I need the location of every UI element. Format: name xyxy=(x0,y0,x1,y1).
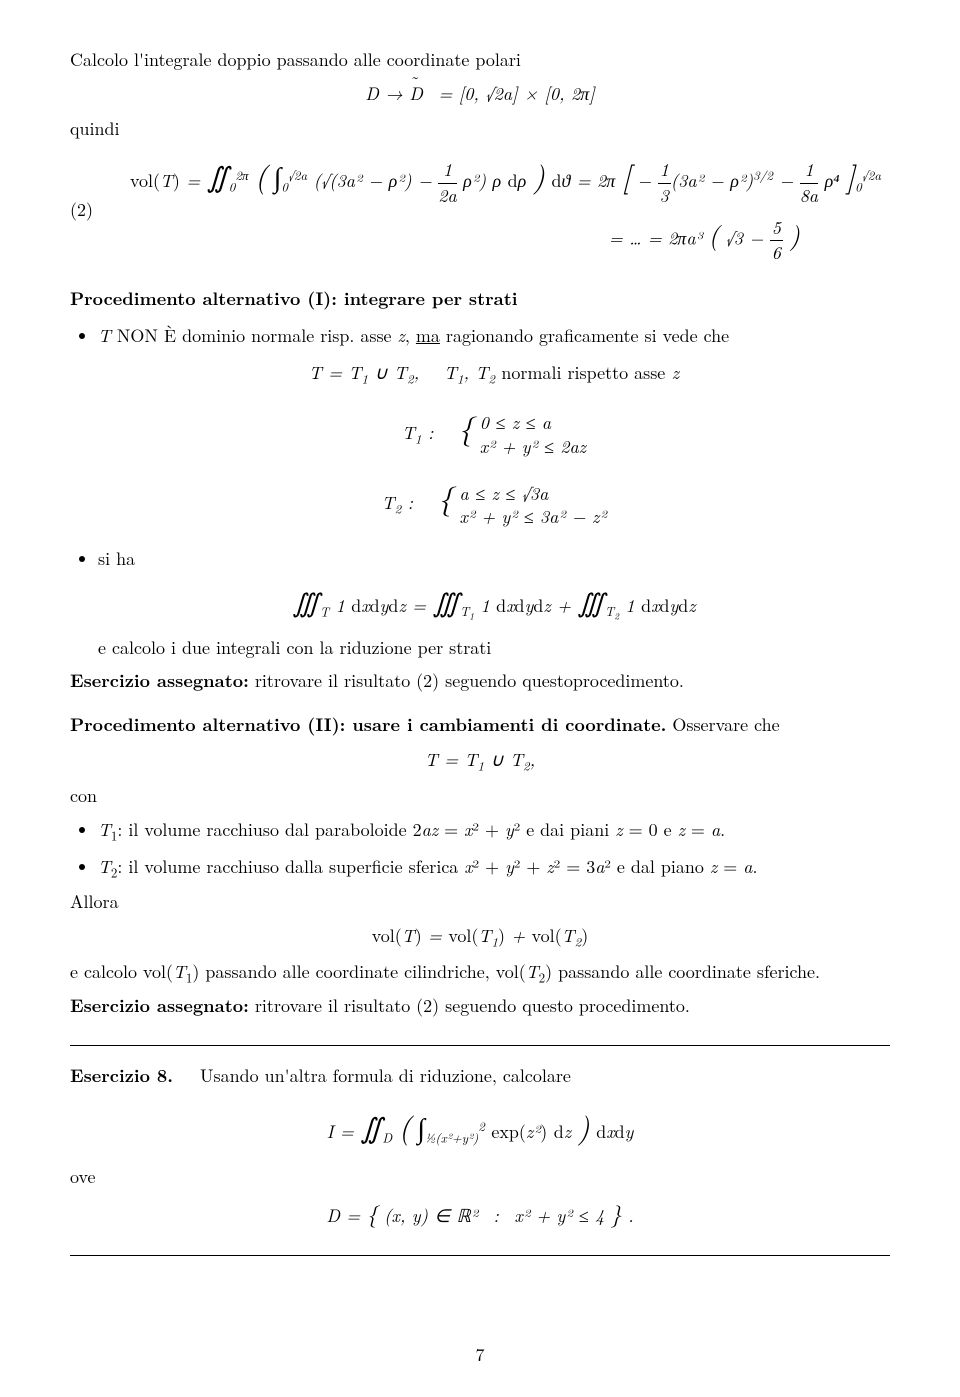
eq-domain-map: D → D = [0, √2a] × [0, 2π] xyxy=(70,82,890,106)
eq-D: D = { (x, y) ∈ ℝ² : x² + y² ≤ 4 } . xyxy=(70,1199,890,1229)
con: con xyxy=(70,784,890,808)
eq-2-number: (2) xyxy=(70,198,110,222)
eq-union2: T = T1 ∪ T2, xyxy=(70,748,890,774)
intro-line: Calcolo l'integrale doppio passando alle… xyxy=(70,48,890,72)
eq-union: T = T1 ∪ T2, T1, T2 normali rispetto ass… xyxy=(98,359,890,388)
eserc1-label: Esercizio assegnato: xyxy=(70,668,249,693)
bullet-calc-line: e calcolo i due integrali con la riduzio… xyxy=(98,634,890,661)
divider-2 xyxy=(70,1255,890,1256)
esercizio-assegnato-1: Esercizio assegnato: ritrovare il risult… xyxy=(70,669,890,693)
proc1-bullets: T NON È dominio normale risp. asse z, ma… xyxy=(98,322,890,661)
proc2-heading: Procedimento alternativo (II): usare i c… xyxy=(70,713,890,737)
bullet-con-1: T1: il volume racchiuso dal paraboloide … xyxy=(98,816,890,845)
bullet-con-2: T2: il volume racchiuso dalla superficie… xyxy=(98,853,890,882)
bullet-siha: si ha ∭T 1 dxdydz = ∭T1 1 dxdydz + ∭T2 1… xyxy=(98,545,890,661)
con-bullets: T1: il volume racchiuso dal paraboloide … xyxy=(98,816,890,882)
eser8-label: Esercizio 8. xyxy=(70,1063,173,1088)
esercizio-8: Esercizio 8. Usando un'altra formula di … xyxy=(70,1064,890,1088)
lines-vol: e calcolo vol(T1) passando alle coordina… xyxy=(70,960,890,986)
ove: ove xyxy=(70,1165,890,1189)
eserc2-label: Esercizio assegnato: xyxy=(70,993,249,1018)
eq-triple-split: ∭T 1 dxdydz = ∭T1 1 dxdydz + ∭T2 1 dxdyd… xyxy=(98,582,890,624)
page: Calcolo l'integrale doppio passando alle… xyxy=(0,0,960,1397)
siha-text: si ha xyxy=(98,546,135,571)
bullet-domain: T NON È dominio normale risp. asse z, ma… xyxy=(98,322,890,529)
eq-I: I = ∬D ( ∫½(x²+y²)2 exp(z²) dz ) dxdy xyxy=(70,1106,890,1147)
allora: Allora xyxy=(70,890,890,914)
eq-volsum: vol(T) = vol(T1) + vol(T2) xyxy=(70,924,890,950)
eq-2-body: vol(T) = ∬02π ( ∫0√2a (√(3a² − ρ²) − 12a… xyxy=(110,155,890,266)
eq-T2: T2 : { a ≤ z ≤ √3a x² + y² ≤ 3a² − z² xyxy=(98,474,890,529)
proc2-head-tail: Osservare che xyxy=(666,712,779,737)
quindi: quindi xyxy=(70,117,890,141)
eser8-tail: Usando un'altra formula di riduzione, ca… xyxy=(200,1063,571,1088)
eserc1-tail: ritrovare il risultato (2) seguendo ques… xyxy=(249,668,684,693)
proc2-head-pre: Procedimento alternativo (II): usare i c… xyxy=(70,712,666,737)
proc1-heading: Procedimento alternativo (I): integrare … xyxy=(70,287,890,311)
divider-1 xyxy=(70,1045,890,1046)
page-number: 7 xyxy=(0,1343,960,1367)
esercizio-assegnato-2: Esercizio assegnato: ritrovare il risult… xyxy=(70,994,890,1018)
eq-2: (2) vol(T) = ∬02π ( ∫0√2a (√(3a² − ρ²) −… xyxy=(70,155,890,266)
eserc2-tail: ritrovare il risultato (2) seguendo ques… xyxy=(249,993,690,1018)
eq-T1: T1 : { 0 ≤ z ≤ a x² + y² ≤ 2az xyxy=(98,404,890,459)
